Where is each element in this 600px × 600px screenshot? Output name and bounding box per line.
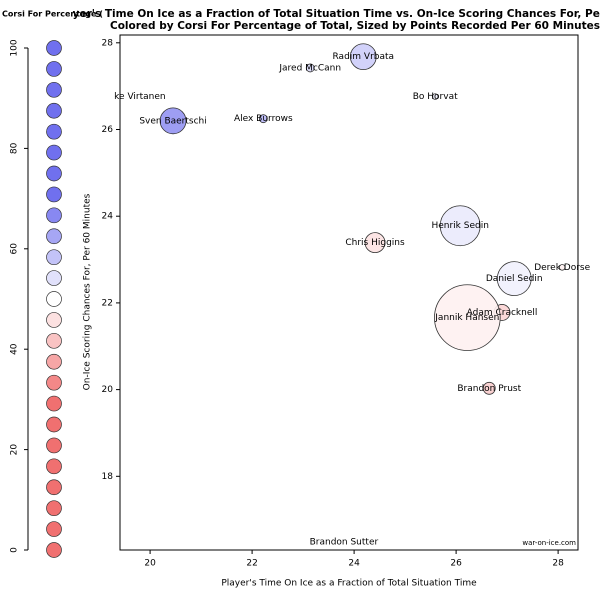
legend-swatch <box>46 207 62 224</box>
legend-swatch <box>46 458 62 475</box>
point-label: Sven Baertschi <box>139 116 206 126</box>
legend-swatch <box>46 123 62 140</box>
point-label: Adam Cracknell <box>467 308 538 318</box>
legend-tick-label: 0 <box>10 547 20 553</box>
legend-swatch <box>46 416 62 433</box>
y-tick-label: 22 <box>102 298 113 308</box>
legend-swatch <box>46 291 62 307</box>
legend-tick-label: 60 <box>10 243 20 255</box>
x-tick-label: 22 <box>246 559 257 569</box>
point-label: Alex Burrows <box>234 114 293 124</box>
point-label: Jared McCann <box>278 63 341 73</box>
point-label: ke Virtanen <box>114 92 165 102</box>
bubble <box>364 232 386 254</box>
legend-swatch <box>46 332 62 349</box>
legend-swatch <box>46 270 62 286</box>
legend-swatch <box>46 353 62 370</box>
legend-swatch <box>46 437 62 454</box>
plot-frame <box>119 34 579 551</box>
legend-swatch <box>46 186 62 203</box>
legend-swatch <box>46 249 62 266</box>
legend-swatch <box>46 61 62 77</box>
legend-title: Corsi For Percentage ( <box>2 10 103 19</box>
x-tick-label: 28 <box>552 559 564 569</box>
bubble <box>434 284 501 351</box>
legend-swatch <box>46 521 62 537</box>
legend-swatch <box>46 40 62 56</box>
chart-title: yer's Time On Ice as a Fraction of Total… <box>73 8 600 20</box>
legend-swatch <box>46 312 62 328</box>
legend-swatch <box>46 165 62 182</box>
legend-tick-label: 80 <box>10 142 20 154</box>
bubble <box>482 381 496 395</box>
bubble <box>159 107 187 135</box>
point-label: Brandon Sutter <box>310 538 379 548</box>
point-label: Radim Vrbata <box>333 52 395 62</box>
y-tick-label: 18 <box>102 472 114 482</box>
point-label: Bo Horvat <box>413 92 458 102</box>
legend-swatch <box>46 144 62 161</box>
legend-swatch <box>46 81 62 98</box>
y-axis-label: On-Ice Scoring Chances For, Per 60 Minut… <box>83 193 93 390</box>
legend-swatch <box>46 374 62 391</box>
bubble <box>431 93 439 100</box>
legend-tick-label: 20 <box>10 444 20 456</box>
y-tick-label: 26 <box>102 125 114 135</box>
bubble <box>439 205 481 247</box>
watermark: war-on-ice.com <box>522 539 576 547</box>
y-tick-label: 24 <box>102 212 114 222</box>
legend-swatch <box>46 395 62 412</box>
x-tick-label: 26 <box>450 559 462 569</box>
point-label: Chris Higgins <box>345 238 405 248</box>
legend-tick-label: 100 <box>10 39 20 56</box>
x-axis-label: Player's Time On Ice as a Fraction of To… <box>221 579 477 589</box>
point-label: Derek Dorse <box>534 263 590 273</box>
bubble <box>496 261 532 296</box>
x-tick-label: 20 <box>144 559 156 569</box>
y-tick-label: 20 <box>102 385 114 395</box>
point-label: Jannik Hansen <box>434 313 499 323</box>
plot-area <box>159 43 566 395</box>
point-label: Henrik Sedin <box>431 221 488 231</box>
point-label: Brandon Prust <box>457 384 521 394</box>
legend-swatch <box>46 102 62 119</box>
legend-swatch <box>46 228 62 245</box>
x-tick-label: 24 <box>348 559 360 569</box>
point-label: Daniel Sedin <box>486 274 543 284</box>
bubble <box>349 43 377 71</box>
legend-swatch <box>46 500 62 517</box>
chart-subtitle: Colored by Corsi For Percentage of Total… <box>110 20 600 32</box>
legend-tick-label: 40 <box>10 343 20 355</box>
legend-swatch <box>46 542 62 558</box>
legend-swatch <box>46 479 62 496</box>
y-tick-label: 28 <box>102 38 114 48</box>
bubble <box>305 63 315 73</box>
bubble <box>558 264 566 271</box>
bubble <box>258 114 268 124</box>
